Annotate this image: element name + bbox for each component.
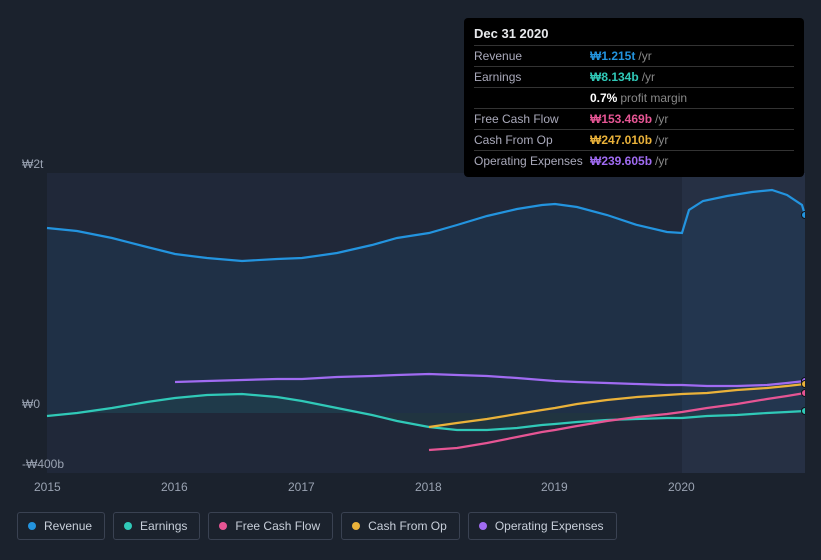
legend-item[interactable]: Revenue bbox=[17, 512, 105, 540]
legend-dot-icon bbox=[28, 522, 36, 530]
legend-item[interactable]: Earnings bbox=[113, 512, 200, 540]
legend-dot-icon bbox=[352, 522, 360, 530]
tooltip-value: ₩153.469b bbox=[590, 112, 652, 126]
legend-item[interactable]: Cash From Op bbox=[341, 512, 460, 540]
tooltip-row: Revenue₩1.215t/yr bbox=[474, 45, 794, 66]
x-axis-label: 2020 bbox=[668, 480, 695, 494]
x-axis-label: 2018 bbox=[415, 480, 442, 494]
tooltip-unit: /yr bbox=[655, 133, 668, 147]
y-axis-label: -₩400b bbox=[22, 457, 64, 471]
x-axis-label: 2017 bbox=[288, 480, 315, 494]
tooltip-value: ₩247.010b bbox=[590, 133, 652, 147]
legend-dot-icon bbox=[124, 522, 132, 530]
tooltip-value: 0.7% bbox=[590, 91, 617, 105]
legend-label: Free Cash Flow bbox=[235, 519, 320, 533]
tooltip-row: Operating Expenses₩239.605b/yr bbox=[474, 150, 794, 171]
tooltip-row: Cash From Op₩247.010b/yr bbox=[474, 129, 794, 150]
legend-item[interactable]: Operating Expenses bbox=[468, 512, 617, 540]
legend-dot-icon bbox=[479, 522, 487, 530]
x-axis-label: 2019 bbox=[541, 480, 568, 494]
tooltip-row: Earnings₩8.134b/yr bbox=[474, 66, 794, 87]
tooltip-label: Operating Expenses bbox=[474, 153, 590, 169]
x-axis-label: 2015 bbox=[34, 480, 61, 494]
tooltip-unit: /yr bbox=[655, 112, 668, 126]
tooltip-unit: /yr bbox=[638, 49, 651, 63]
tooltip-label: Earnings bbox=[474, 69, 590, 85]
tooltip-row: Free Cash Flow₩153.469b/yr bbox=[474, 108, 794, 129]
y-axis-label: ₩0 bbox=[22, 397, 40, 411]
tooltip-date: Dec 31 2020 bbox=[474, 24, 794, 45]
legend-label: Earnings bbox=[140, 519, 187, 533]
chart-legend: Revenue Earnings Free Cash Flow Cash From O… bbox=[17, 512, 617, 540]
legend-label: Cash From Op bbox=[368, 519, 447, 533]
legend-label: Operating Expenses bbox=[495, 519, 604, 533]
legend-label: Revenue bbox=[44, 519, 92, 533]
tooltip-unit: profit margin bbox=[620, 91, 687, 105]
x-axis-label: 2016 bbox=[161, 480, 188, 494]
tooltip-value: ₩239.605b bbox=[590, 154, 652, 168]
tooltip-label: Free Cash Flow bbox=[474, 111, 590, 127]
legend-item[interactable]: Free Cash Flow bbox=[208, 512, 333, 540]
tooltip-label: Revenue bbox=[474, 48, 590, 64]
legend-dot-icon bbox=[219, 522, 227, 530]
tooltip-label bbox=[474, 90, 590, 106]
tooltip-value: ₩1.215t bbox=[590, 49, 635, 63]
tooltip-value: ₩8.134b bbox=[590, 70, 639, 84]
tooltip-unit: /yr bbox=[642, 70, 655, 84]
x-axis-labels: 2015 2016 2017 2018 2019 2020 bbox=[17, 480, 805, 500]
y-axis-label: ₩2t bbox=[22, 157, 43, 171]
tooltip-unit: /yr bbox=[655, 154, 668, 168]
chart-tooltip: Dec 31 2020 Revenue₩1.215t/yrEarnings₩8.… bbox=[464, 18, 804, 177]
tooltip-row: 0.7%profit margin bbox=[474, 87, 794, 108]
tooltip-label: Cash From Op bbox=[474, 132, 590, 148]
